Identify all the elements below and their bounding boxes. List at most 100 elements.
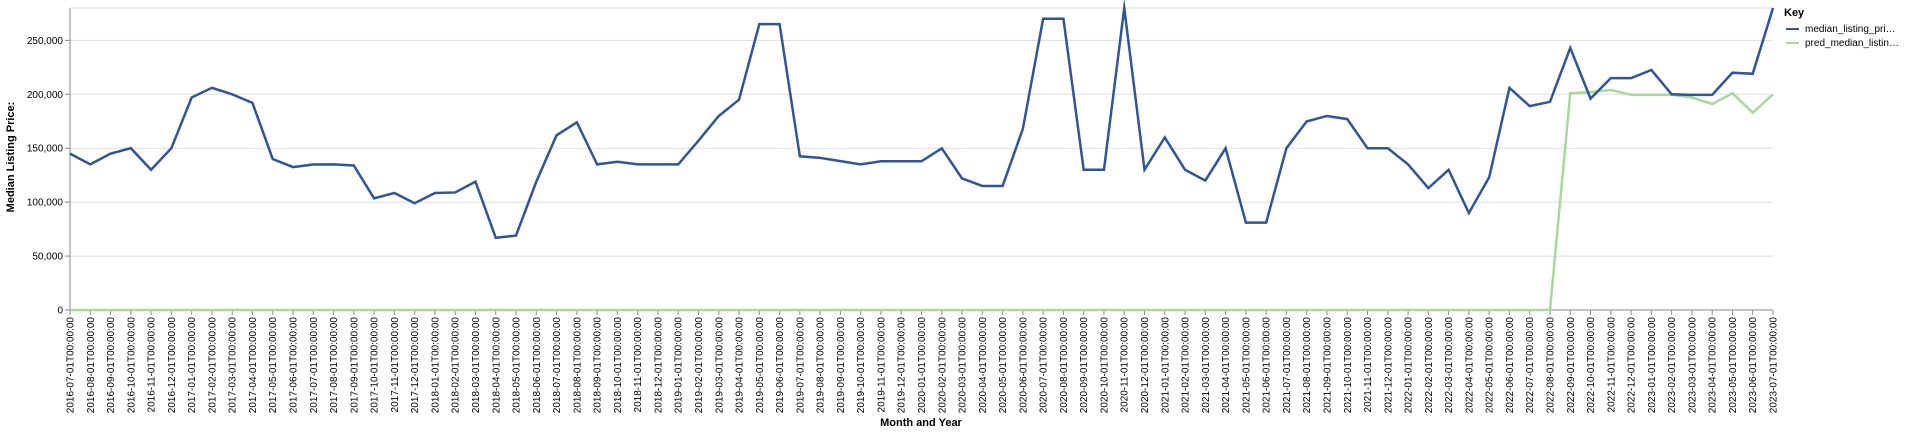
legend-label-median: median_listing_pri… [1805,24,1896,35]
x-tick-label: 2016-08-01T00:00:00 [86,317,97,414]
x-tick-label: 2019-02-01T00:00:00 [694,317,705,414]
x-tick-label: 2019-06-01T00:00:00 [775,317,786,414]
x-tick-label: 2017-02-01T00:00:00 [207,317,218,414]
x-tick-label: 2017-06-01T00:00:00 [289,317,300,414]
x-tick-label: 2020-02-01T00:00:00 [937,317,948,414]
x-tick-label: 2022-11-01T00:00:00 [1606,317,1617,413]
x-tick-label: 2023-02-01T00:00:00 [1667,317,1678,414]
x-tick-label: 2019-11-01T00:00:00 [876,317,887,413]
x-tick-label: 2020-04-01T00:00:00 [978,317,989,414]
x-tick-label: 2018-01-01T00:00:00 [430,317,441,414]
x-tick-label: 2017-12-01T00:00:00 [410,317,421,414]
x-tick-label: 2023-06-01T00:00:00 [1748,317,1759,414]
x-tick-label: 2017-11-01T00:00:00 [390,317,401,413]
legend-item-pred: pred_median_listin… [1786,38,1899,49]
y-tick-label: 250,000 [27,36,64,47]
x-tick-label: 2018-03-01T00:00:00 [471,317,482,414]
x-tick-label: 2022-03-01T00:00:00 [1444,317,1455,414]
x-tick-label: 2023-03-01T00:00:00 [1687,317,1698,414]
x-tick-label: 2020-09-01T00:00:00 [1079,317,1090,414]
x-tick-label: 2021-08-01T00:00:00 [1302,317,1313,414]
series-line-median [69,0,1775,240]
y-tick-label: 200,000 [27,90,64,101]
x-tick-label: 2022-12-01T00:00:00 [1627,317,1638,414]
x-tick-label: 2018-09-01T00:00:00 [593,317,604,414]
x-tick-label: 2022-10-01T00:00:00 [1586,317,1597,414]
x-tick-label: 2019-04-01T00:00:00 [735,317,746,414]
x-tick-label: 2020-10-01T00:00:00 [1099,317,1110,414]
x-tick-label: 2019-08-01T00:00:00 [816,317,827,414]
x-tick-label: 2020-06-01T00:00:00 [1018,317,1029,414]
x-tick-label: 2020-05-01T00:00:00 [998,317,1009,414]
y-axis: 0 50,000 100,000 150,000 200,000 250,000 [27,8,71,317]
x-tick-label: 2023-05-01T00:00:00 [1728,317,1739,414]
x-tick-label: 2021-06-01T00:00:00 [1262,317,1273,414]
x-tick-label: 2018-02-01T00:00:00 [451,317,462,414]
x-tick-label: 2016-09-01T00:00:00 [106,317,117,414]
x-tick-label: 2018-04-01T00:00:00 [491,317,502,414]
x-tick-label: 2021-07-01T00:00:00 [1282,317,1293,414]
x-tick-label: 2020-01-01T00:00:00 [917,317,928,414]
x-tick-label: 2021-09-01T00:00:00 [1322,317,1333,414]
x-tick-label: 2019-03-01T00:00:00 [714,317,725,414]
x-tick-label: 2017-05-01T00:00:00 [268,317,279,414]
x-tick-label: 2021-01-01T00:00:00 [1160,317,1171,414]
x-tick-label: 2018-11-01T00:00:00 [633,317,644,413]
x-tick-label: 2019-10-01T00:00:00 [856,317,867,414]
x-tick-label: 2018-05-01T00:00:00 [512,317,523,414]
x-tick-label: 2021-10-01T00:00:00 [1343,317,1354,414]
x-tick-label: 2016-10-01T00:00:00 [126,317,137,414]
x-tick-label: 2021-04-01T00:00:00 [1221,317,1232,414]
x-tick-label: 2017-08-01T00:00:00 [329,317,340,414]
legend: Key median_listing_pri… pred_median_list… [1784,7,1899,49]
series-line-pred [70,88,1774,312]
x-tick-label: 2023-01-01T00:00:00 [1647,317,1658,414]
x-tick-label: 2017-10-01T00:00:00 [370,317,381,414]
x-tick-label: 2020-08-01T00:00:00 [1059,317,1070,414]
y-tick-label: 0 [57,306,63,317]
x-tick-label: 2021-12-01T00:00:00 [1383,317,1394,414]
x-tick-label: 2019-09-01T00:00:00 [836,317,847,414]
x-tick-label: 2022-06-01T00:00:00 [1505,317,1516,414]
x-tick-label: 2019-01-01T00:00:00 [674,317,685,414]
x-tick-label: 2016-11-01T00:00:00 [147,317,158,413]
x-tick-label: 2020-11-01T00:00:00 [1120,317,1131,413]
x-tick-label: 2018-12-01T00:00:00 [653,317,664,414]
y-axis-title: Median Listing Price: [5,102,17,213]
x-tick-label: 2021-02-01T00:00:00 [1181,317,1192,414]
x-tick-label: 2022-04-01T00:00:00 [1464,317,1475,414]
x-tick-label: 2018-08-01T00:00:00 [572,317,583,414]
y-tick-label: 100,000 [27,198,64,209]
x-tick-label: 2017-09-01T00:00:00 [349,317,360,414]
x-tick-label: 2019-05-01T00:00:00 [755,317,766,414]
x-axis: 2016-07-01T00:00:00 2016-08-01T00:00:00 20… [66,309,1780,414]
x-tick-label: 2020-07-01T00:00:00 [1039,317,1050,414]
x-tick-label: 2021-05-01T00:00:00 [1241,317,1252,414]
x-tick-label: 2017-07-01T00:00:00 [309,317,320,414]
x-tick-label: 2023-04-01T00:00:00 [1708,317,1719,414]
x-tick-label: 2017-04-01T00:00:00 [248,317,259,414]
x-tick-label: 2022-05-01T00:00:00 [1485,317,1496,414]
x-tick-label: 2022-09-01T00:00:00 [1566,317,1577,414]
x-tick-label: 2017-01-01T00:00:00 [187,317,198,414]
x-tick-label: 2019-07-01T00:00:00 [795,317,806,414]
x-tick-label: 2019-12-01T00:00:00 [897,317,908,414]
legend-item-median: median_listing_pri… [1786,24,1896,35]
x-tick-label: 2020-03-01T00:00:00 [958,317,969,414]
x-tick-label: 2016-12-01T00:00:00 [167,317,178,414]
y-tick-label: 150,000 [27,144,64,155]
x-tick-label: 2022-02-01T00:00:00 [1424,317,1435,414]
x-tick-label: 2022-08-01T00:00:00 [1545,317,1556,414]
x-axis-title: Month and Year [880,417,962,429]
grid-lines [70,7,1773,311]
legend-title: Key [1784,7,1805,19]
x-tick-label: 2016-07-01T00:00:00 [66,317,77,414]
x-tick-label: 2021-11-01T00:00:00 [1363,317,1374,413]
x-tick-label: 2017-03-01T00:00:00 [228,317,239,414]
x-tick-label: 2022-07-01T00:00:00 [1525,317,1536,414]
x-tick-label: 2018-06-01T00:00:00 [532,317,543,414]
x-tick-label: 2021-03-01T00:00:00 [1201,317,1212,414]
x-tick-label: 2018-10-01T00:00:00 [613,317,624,414]
x-tick-label: 2023-07-01T00:00:00 [1769,317,1780,414]
